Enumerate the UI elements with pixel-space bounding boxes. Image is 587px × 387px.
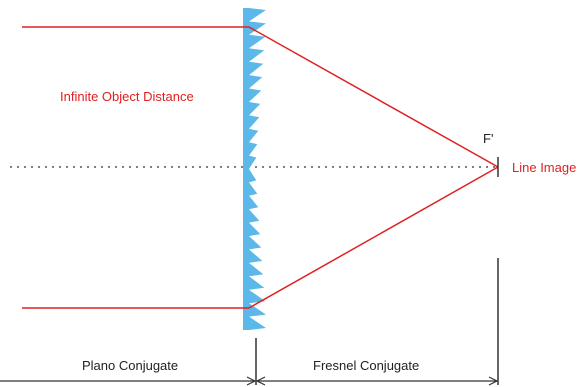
focal-point-label: F' [483, 131, 493, 146]
plano-conjugate-dimension [0, 376, 257, 386]
fresnel-lens [243, 8, 266, 330]
plano-conjugate-label: Plano Conjugate [82, 358, 178, 373]
line-image-label: Line Image [512, 160, 576, 175]
ray-bottom-converging [248, 166, 499, 309]
fresnel-conjugate-dimension [255, 376, 499, 386]
ray-top-converging [248, 26, 499, 168]
object-distance-label: Infinite Object Distance [60, 89, 194, 104]
fresnel-conjugate-label: Fresnel Conjugate [313, 358, 419, 373]
